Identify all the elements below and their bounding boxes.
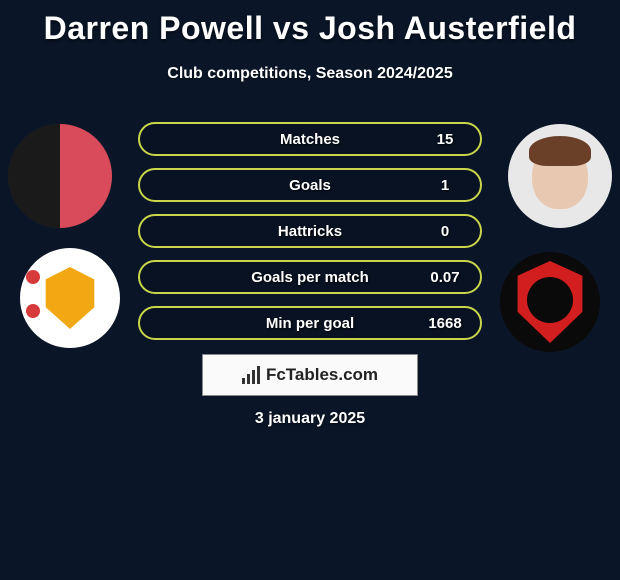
- stat-row-goals: Goals 1: [138, 168, 482, 202]
- player1-name: Darren Powell: [44, 10, 264, 46]
- stat-label: Min per goal: [210, 315, 410, 332]
- page-title: Darren Powell vs Josh Austerfield: [0, 0, 620, 47]
- stat-label: Matches: [210, 131, 410, 148]
- stat-label: Goals: [210, 177, 410, 194]
- stat-right-value: 15: [410, 131, 480, 148]
- bar-chart-icon: [242, 366, 260, 384]
- stat-row-matches: Matches 15: [138, 122, 482, 156]
- stat-right-value: 1: [410, 177, 480, 194]
- stat-label: Goals per match: [210, 269, 410, 286]
- player2-avatar: [508, 124, 612, 228]
- stat-row-goals-per-match: Goals per match 0.07: [138, 260, 482, 294]
- watermark: FcTables.com: [202, 354, 418, 396]
- player1-avatar: [8, 124, 112, 228]
- stat-row-min-per-goal: Min per goal 1668: [138, 306, 482, 340]
- stats-container: Matches 15 Goals 1 Hattricks 0 Goals per…: [138, 122, 482, 352]
- vs-text: vs: [273, 10, 310, 46]
- stat-right-value: 0.07: [410, 269, 480, 286]
- date-text: 3 january 2025: [0, 410, 620, 428]
- subtitle: Club competitions, Season 2024/2025: [0, 65, 620, 83]
- player2-name: Josh Austerfield: [319, 10, 577, 46]
- player2-club-badge: [500, 252, 600, 352]
- watermark-text: FcTables.com: [266, 365, 378, 385]
- stat-row-hattricks: Hattricks 0: [138, 214, 482, 248]
- stat-right-value: 0: [410, 223, 480, 240]
- player1-club-badge: [20, 248, 120, 348]
- stat-right-value: 1668: [410, 315, 480, 332]
- stat-label: Hattricks: [210, 223, 410, 240]
